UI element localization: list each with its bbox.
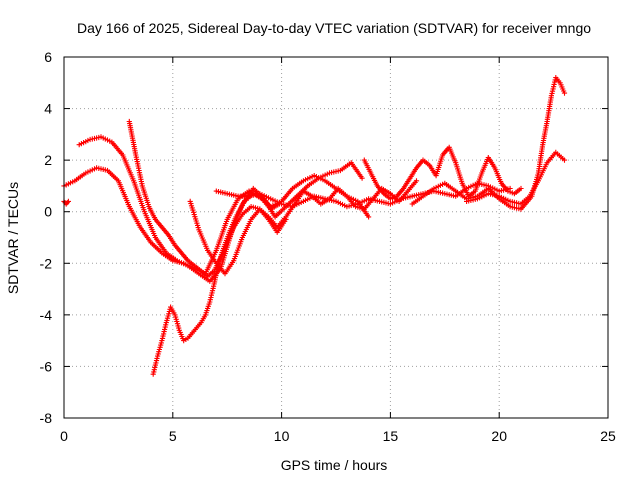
y-tick-label: 4 [44, 101, 52, 117]
grid [64, 57, 608, 418]
x-axis-title: GPS time / hours [281, 457, 388, 473]
y-tick-label: -2 [40, 255, 53, 271]
series-track-5 [187, 178, 420, 277]
series-group [61, 75, 568, 377]
chart-title: Day 166 of 2025, Sidereal Day-to-day VTE… [77, 20, 591, 36]
series-track-10 [61, 198, 71, 207]
x-tick-label: 10 [274, 428, 290, 444]
y-tick-label: 6 [44, 49, 52, 65]
series-line [63, 167, 370, 275]
y-tick-label: 2 [44, 152, 52, 168]
axis-ticks: 0 5 10 15 20 25 -8 -6 -4 -2 0 2 4 6 [40, 49, 616, 444]
x-tick-label: 0 [60, 428, 68, 444]
y-axis-title: SDTVAR / TECUs [5, 182, 21, 294]
y-tick-label: 0 [44, 204, 52, 220]
series-track-9 [464, 149, 568, 207]
y-tick-label: -8 [40, 410, 53, 426]
series-track-4 [150, 191, 282, 377]
x-tick-label: 25 [600, 428, 616, 444]
plot-frame [63, 56, 609, 419]
x-tick-label: 20 [491, 428, 507, 444]
series-markers [61, 198, 71, 207]
y-tick-label: -6 [40, 358, 53, 374]
series-markers [361, 144, 524, 202]
series-markers [150, 191, 282, 377]
x-tick-label: 15 [383, 428, 399, 444]
x-tick-label: 5 [169, 428, 177, 444]
y-tick-label: -4 [40, 307, 53, 323]
series-track-7 [361, 144, 524, 202]
series-markers [464, 149, 568, 207]
